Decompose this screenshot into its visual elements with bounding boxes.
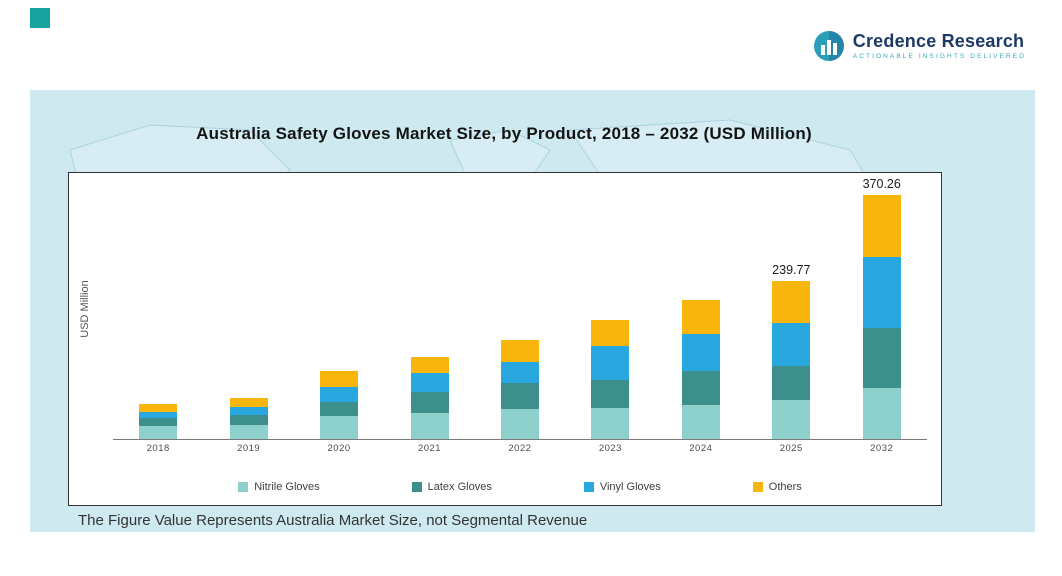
bar-segment-nitrile-gloves [862,387,901,439]
stacked-bar-2019 [229,398,268,439]
bar-segment-latex-gloves [139,417,178,426]
bar-segment-vinyl-gloves [500,362,539,384]
stacked-bar-2018 [139,404,178,439]
legend: Nitrile Gloves Latex Gloves Vinyl Gloves Ot… [113,481,927,493]
x-axis-labels: 2018 2019 2020 2021 2022 2023 2024 2025 2032 [113,443,927,454]
bar-slot-2022 [475,189,565,439]
legend-swatch [752,482,763,492]
x-axis-label: 2025 [779,443,803,454]
bar-segment-vinyl-gloves [320,387,359,402]
x-axis-label: 2019 [237,443,261,454]
bar-slot-2019 [203,189,293,439]
legend-label: Latex Gloves [427,481,492,493]
stacked-bar-2024 [681,299,720,439]
bar-segment-nitrile-gloves [320,416,359,439]
legend-swatch [238,482,249,492]
chart-plot-box: USD Million 239.77 370.26 2018 2019 2020 202… [68,172,942,506]
legend-item-vinyl-gloves: Vinyl Gloves [583,481,661,493]
legend-swatch [583,482,594,492]
legend-swatch [411,482,422,492]
x-axis-label: 2023 [598,443,622,454]
bar-segment-others [229,398,268,408]
y-axis-title: USD Million [79,280,91,338]
x-axis-label: 2024 [689,443,713,454]
bar-segment-others [320,371,359,387]
stacked-bar-2025 [772,281,811,439]
credence-research-logo: Credence Research Actionable Insights De… [813,30,1026,62]
bar-segment-vinyl-gloves [681,333,720,372]
bar-segment-latex-gloves [772,366,811,401]
bar-segment-others [500,340,539,363]
figure-note: The Figure Value Represents Australia Ma… [78,512,588,529]
bar-value-label: 239.77 [772,263,811,278]
bar-segment-nitrile-gloves [681,404,720,439]
stacked-bar-2023 [591,319,630,439]
bar-segment-nitrile-gloves [591,408,630,439]
bar-segment-latex-gloves [500,383,539,410]
bar-segment-vinyl-gloves [410,373,449,392]
logo-name: Credence Research [852,30,1025,51]
bar-segment-nitrile-gloves [139,425,178,439]
bar-segment-nitrile-gloves [500,409,539,439]
bar-segment-latex-gloves [229,415,268,425]
bar-segment-latex-gloves [320,401,359,416]
map-panel: Australia Safety Gloves Market Size, by … [30,90,1035,532]
x-axis-label: 2021 [417,443,442,454]
bar-slot-2018 [113,189,203,439]
bar-segment-others [681,299,720,334]
legend-label: Vinyl Gloves [599,481,661,493]
bar-segment-nitrile-gloves [229,424,268,439]
bar-segment-others [862,195,901,258]
x-axis-label: 2032 [870,443,894,454]
bar-segment-latex-gloves [862,327,901,388]
stacked-bar-2032 [862,195,901,439]
bar-segment-nitrile-gloves [410,413,449,439]
bar-segment-others [410,356,449,374]
bar-segment-others [772,281,811,323]
bar-value-label: 370.26 [862,177,901,192]
bar-slot-2023 [565,189,655,439]
x-axis-label: 2022 [508,443,532,454]
brand-corner-square [30,8,50,28]
bar-segment-latex-gloves [410,391,449,414]
stacked-bar-2020 [320,371,359,439]
x-axis-label: 2018 [146,443,170,454]
bar-segment-others [591,319,630,347]
stacked-bar-2021 [410,356,449,439]
chart-title: Australia Safety Gloves Market Size, by … [196,124,812,143]
legend-label: Nitrile Gloves [254,481,320,493]
bar-segment-vinyl-gloves [772,322,811,367]
bar-segment-vinyl-gloves [862,257,901,328]
legend-item-latex-gloves: Latex Gloves [411,481,492,493]
bar-slot-2025: 239.77 [746,189,836,439]
plot-area: 239.77 370.26 [113,177,927,440]
legend-item-nitrile-gloves: Nitrile Gloves [238,481,320,493]
legend-item-others: Others [752,481,802,493]
bar-segment-vinyl-gloves [591,346,630,380]
bar-slot-2020 [294,189,384,439]
legend-label: Others [768,481,802,493]
bar-segment-others [139,404,178,413]
logo-bar-chart-icon [813,30,845,62]
logo-tagline: Actionable Insights Delivered [852,53,1026,61]
stacked-bar-2022 [500,340,539,439]
bar-segment-nitrile-gloves [772,400,811,439]
bar-slot-2021 [384,189,474,439]
bar-segment-vinyl-gloves [139,412,178,418]
bar-segment-latex-gloves [591,379,630,409]
bar-slot-2032: 370.26 [837,177,927,439]
bar-slot-2024 [656,189,746,439]
x-axis-label: 2020 [327,443,351,454]
bar-segment-vinyl-gloves [229,407,268,416]
bar-segment-latex-gloves [681,371,720,405]
